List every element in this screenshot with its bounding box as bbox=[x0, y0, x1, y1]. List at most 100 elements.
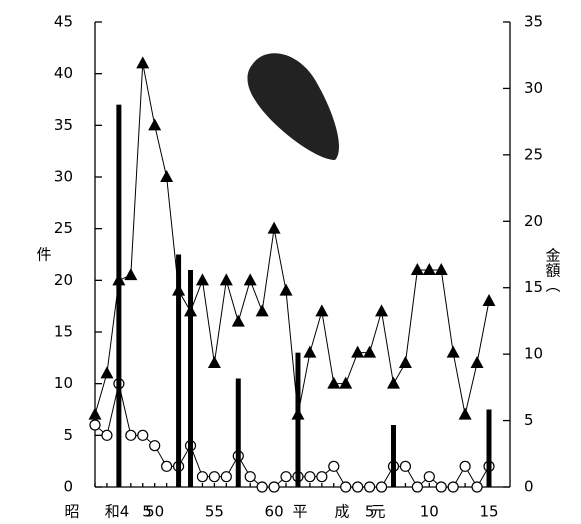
circle-marker bbox=[220, 471, 232, 483]
x-tick-label: 5 bbox=[365, 503, 375, 521]
triangle-marker bbox=[136, 56, 150, 69]
triangle-marker bbox=[160, 170, 174, 182]
y2-tick-label: 30 bbox=[524, 79, 543, 97]
circle-marker bbox=[375, 481, 388, 493]
circle-marker bbox=[137, 429, 149, 441]
triangle-marker bbox=[303, 345, 317, 358]
era-label: 昭 bbox=[64, 503, 79, 521]
circle-marker bbox=[149, 440, 161, 452]
triangle-marker bbox=[434, 263, 448, 275]
circle-marker bbox=[161, 460, 173, 472]
triangle-marker bbox=[195, 273, 209, 286]
bar bbox=[390, 425, 396, 487]
circle-marker bbox=[89, 419, 101, 431]
series-line bbox=[94, 63, 490, 415]
bar bbox=[235, 378, 241, 487]
x-tick-label: 60 bbox=[265, 503, 284, 521]
circle-marker bbox=[208, 471, 220, 483]
x-tick-label: 15 bbox=[479, 503, 498, 521]
bar bbox=[486, 409, 492, 487]
circle-marker bbox=[244, 471, 256, 483]
triangle-marker bbox=[88, 407, 102, 420]
bar bbox=[116, 104, 122, 488]
era-label: 成 bbox=[334, 503, 349, 521]
circle-marker bbox=[328, 460, 340, 472]
x-tick-label: 55 bbox=[205, 503, 224, 521]
y-tick-label: 25 bbox=[54, 219, 73, 237]
y2-tick-label: 10 bbox=[524, 345, 543, 363]
y-tick-label: 20 bbox=[54, 271, 73, 289]
circle-marker bbox=[435, 481, 447, 493]
circle-marker bbox=[459, 460, 471, 472]
era-label: 平 bbox=[292, 503, 307, 521]
triangle-marker bbox=[410, 263, 424, 275]
triangle-marker bbox=[148, 118, 162, 131]
y2-tick-label: 20 bbox=[524, 212, 543, 230]
bar bbox=[188, 270, 194, 487]
triangle-marker bbox=[267, 221, 281, 234]
triangle-marker bbox=[207, 356, 221, 368]
y-tick-label: 40 bbox=[54, 64, 73, 82]
triangle-marker bbox=[255, 304, 269, 317]
triangle-marker bbox=[100, 366, 114, 379]
y-tick-label: 0 bbox=[63, 478, 73, 496]
circle-marker bbox=[411, 481, 423, 493]
circle-marker bbox=[196, 471, 209, 483]
circle-marker bbox=[447, 481, 459, 493]
triangle-marker bbox=[398, 356, 412, 368]
bar bbox=[295, 352, 301, 487]
triangle-marker bbox=[482, 294, 496, 306]
triangle-marker bbox=[375, 304, 389, 317]
triangle-marker bbox=[422, 263, 436, 275]
circle-marker bbox=[316, 471, 328, 483]
y2-tick-label: 0 bbox=[524, 478, 534, 496]
series-line bbox=[94, 383, 490, 488]
circle-marker bbox=[280, 471, 292, 483]
circle-marker bbox=[399, 460, 412, 472]
circle-marker bbox=[340, 481, 352, 493]
triangle-marker bbox=[219, 273, 233, 286]
y2-tick-label: 35 bbox=[524, 13, 543, 31]
y2-axis-title: 金額（ bbox=[544, 248, 562, 293]
y-axis-title: 件 bbox=[36, 246, 51, 264]
era-label: 和4 bbox=[105, 503, 130, 521]
y2-tick-label: 15 bbox=[524, 278, 543, 296]
bar bbox=[176, 254, 182, 487]
circle-marker bbox=[352, 481, 364, 493]
y-tick-label: 15 bbox=[54, 323, 73, 341]
y-tick-label: 5 bbox=[63, 426, 73, 444]
triangle-marker bbox=[231, 314, 245, 327]
circle-marker bbox=[268, 481, 280, 493]
circle-marker bbox=[364, 481, 376, 493]
circle-marker bbox=[101, 429, 113, 441]
circle-marker bbox=[471, 481, 483, 493]
triangle-marker bbox=[351, 345, 365, 358]
y2-tick-label: 25 bbox=[524, 145, 543, 163]
circle-marker bbox=[125, 429, 137, 441]
triangle-marker bbox=[363, 345, 377, 358]
x-tick-label: 50 bbox=[145, 503, 164, 521]
era-label: 5 bbox=[142, 503, 152, 521]
y-tick-label: 30 bbox=[54, 168, 73, 186]
triangle-marker bbox=[315, 304, 329, 317]
triangle-marker bbox=[279, 283, 293, 296]
circle-marker bbox=[256, 481, 268, 493]
y-tick-label: 45 bbox=[54, 13, 73, 31]
triangle-marker bbox=[386, 376, 400, 389]
triangle-marker bbox=[327, 376, 341, 389]
x-tick-label: 10 bbox=[420, 503, 439, 521]
decoration-blob bbox=[247, 53, 339, 160]
y-tick-label: 10 bbox=[54, 374, 73, 392]
triangle-marker bbox=[458, 407, 472, 420]
triangle-marker bbox=[470, 356, 484, 368]
triangle-marker bbox=[124, 268, 138, 281]
triangle-marker bbox=[339, 376, 353, 389]
era-label: 元 bbox=[370, 503, 385, 521]
circle-marker bbox=[423, 471, 435, 483]
circle-marker bbox=[304, 471, 316, 483]
y-tick-label: 35 bbox=[54, 116, 73, 134]
triangle-marker bbox=[243, 273, 257, 286]
triangle-marker bbox=[446, 345, 460, 358]
y2-tick-label: 5 bbox=[524, 411, 534, 429]
